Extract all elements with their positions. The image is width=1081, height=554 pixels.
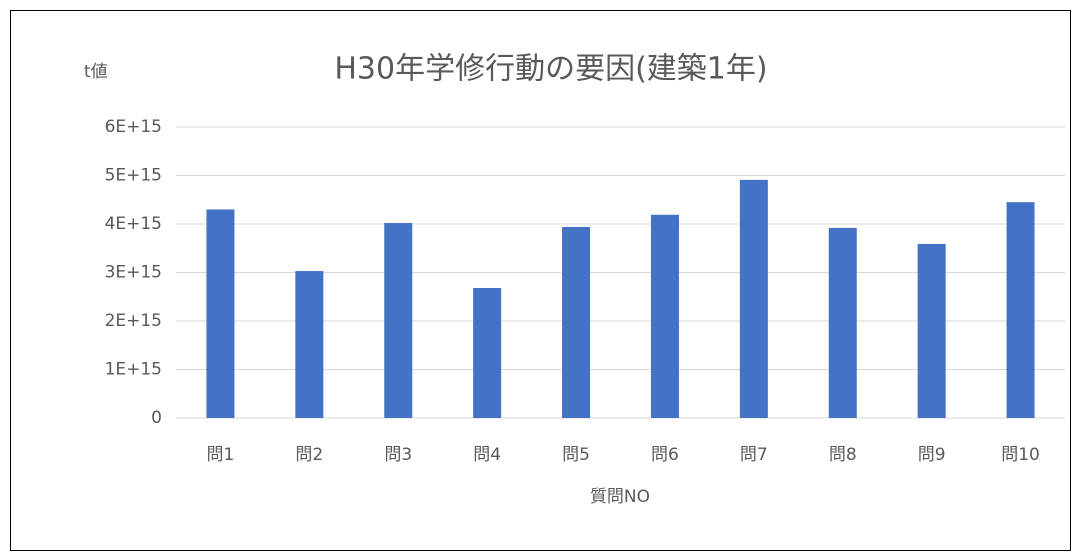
x-axis-label: 質問NO <box>590 487 650 507</box>
x-tick-label: 問4 <box>473 445 501 465</box>
bar <box>384 223 413 418</box>
bar <box>739 179 768 418</box>
x-tick-label: 問5 <box>562 445 590 465</box>
chart-border <box>10 10 1071 551</box>
y-tick-label: 1E+15 <box>105 360 162 380</box>
x-tick-label: 問9 <box>918 445 946 465</box>
chart-title: H30年学修行動の要因(建築1年) <box>334 52 767 87</box>
y-tick-label: 4E+15 <box>105 214 162 234</box>
y-tick-label: 0 <box>151 408 162 428</box>
bar <box>473 288 502 418</box>
y-tick-label: 6E+15 <box>105 117 162 137</box>
bar <box>917 243 946 418</box>
y-tick-label: 3E+15 <box>105 263 162 283</box>
x-tick-label: 問1 <box>207 445 235 465</box>
bar <box>650 214 679 418</box>
y-tick-label: 5E+15 <box>105 166 162 186</box>
bar <box>1006 202 1035 418</box>
x-tick-label: 問3 <box>384 445 412 465</box>
bar <box>295 271 324 418</box>
x-tick-label: 問8 <box>829 445 857 465</box>
bar <box>206 209 235 418</box>
bar <box>562 226 591 418</box>
x-tick-label: 問10 <box>1001 445 1040 465</box>
bar <box>828 227 857 418</box>
x-tick-label: 問6 <box>651 445 679 465</box>
y-axis-label: t値 <box>84 62 108 82</box>
x-tick-label: 問7 <box>740 445 768 465</box>
y-tick-label: 2E+15 <box>105 311 162 331</box>
x-tick-label: 問2 <box>295 445 323 465</box>
